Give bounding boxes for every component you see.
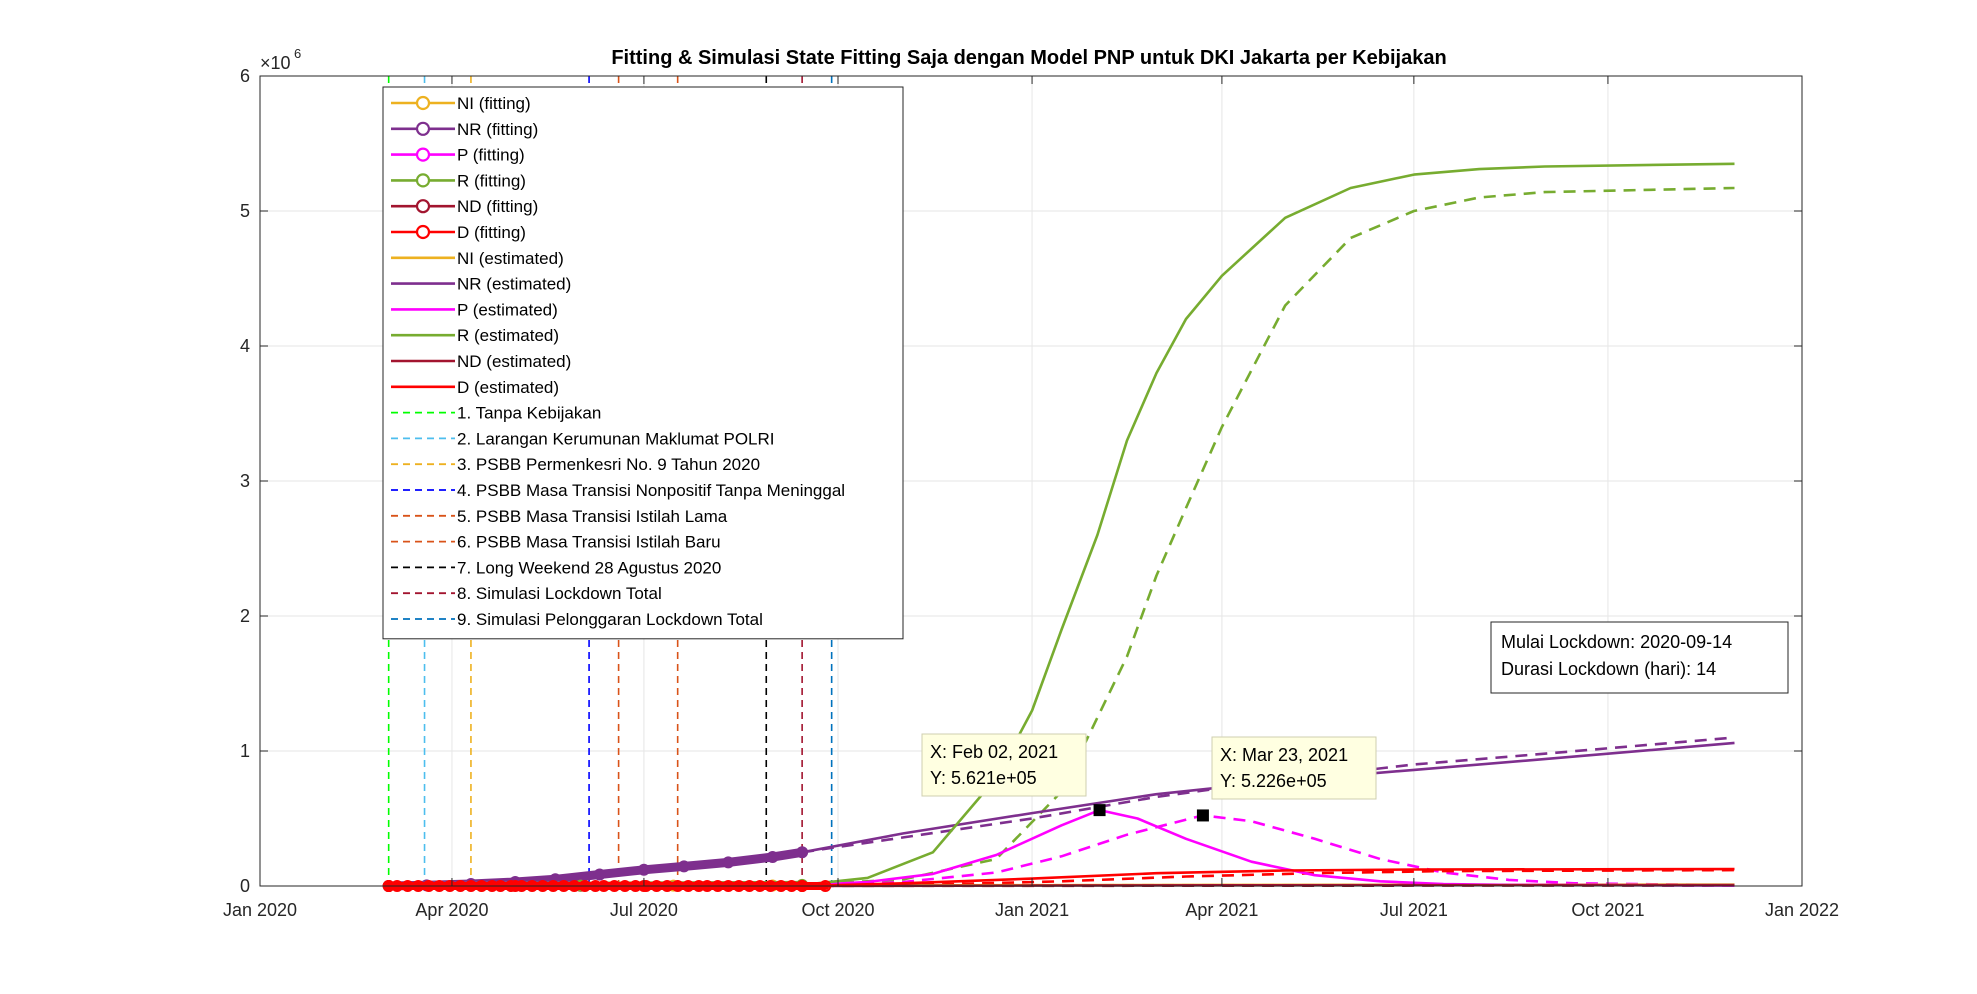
legend-label: NR (estimated) [457, 275, 571, 294]
legend-label: D (estimated) [457, 378, 559, 397]
legend-label: NI (fitting) [457, 94, 531, 113]
y-tick-label: 3 [240, 471, 250, 491]
legend-marker [417, 226, 429, 238]
y-tick-label: 6 [240, 66, 250, 86]
legend-label: 7. Long Weekend 28 Agustus 2020 [457, 558, 721, 577]
y-tick-label: 4 [240, 336, 250, 356]
legend-label: R (estimated) [457, 326, 559, 345]
x-tick-label: Jul 2020 [610, 900, 678, 920]
legend-label: R (fitting) [457, 171, 526, 190]
x-tick-label: Apr 2020 [415, 900, 488, 920]
legend-label: P (estimated) [457, 300, 558, 319]
datatip-marker [1197, 809, 1209, 821]
datatip-x-label: X: Feb 02, 2021 [930, 742, 1058, 762]
legend-marker [417, 149, 429, 161]
legend-marker [417, 123, 429, 135]
annotation-line: Durasi Lockdown (hari): 14 [1501, 659, 1716, 679]
x-tick-label: Apr 2021 [1185, 900, 1258, 920]
datatip-y-label: Y: 5.621e+05 [930, 768, 1037, 788]
legend-label: 6. PSBB Masa Transisi Istilah Baru [457, 533, 721, 552]
legend-label: ND (estimated) [457, 352, 571, 371]
legend-label: ND (fitting) [457, 197, 538, 216]
x-tick-label: Oct 2021 [1571, 900, 1644, 920]
legend-label: 1. Tanpa Kebijakan [457, 404, 601, 423]
annotation-line: Mulai Lockdown: 2020-09-14 [1501, 632, 1732, 652]
legend-label: 2. Larangan Kerumunan Maklumat POLRI [457, 429, 775, 448]
legend-label: P (fitting) [457, 146, 525, 165]
x-tick-label: Jan 2022 [1765, 900, 1839, 920]
x-tick-label: Oct 2020 [801, 900, 874, 920]
chart-title: Fitting & Simulasi State Fitting Saja de… [611, 47, 1446, 69]
legend: NI (fitting) NR (fitting) P (fitting) R (fi… [383, 87, 903, 639]
y-tick-label: 1 [240, 741, 250, 761]
legend-label: 8. Simulasi Lockdown Total [457, 584, 662, 603]
y-tick-label: 0 [240, 876, 250, 896]
legend-label: 3. PSBB Permenkesri No. 9 Tahun 2020 [457, 455, 760, 474]
y-tick-label: 2 [240, 606, 250, 626]
datatip-x-label: X: Mar 23, 2021 [1220, 745, 1348, 765]
legend-marker [417, 200, 429, 212]
x-tick-label: Jan 2020 [223, 900, 297, 920]
legend-label: 9. Simulasi Pelonggaran Lockdown Total [457, 610, 763, 629]
legend-label: NR (fitting) [457, 120, 538, 139]
legend-marker [417, 97, 429, 109]
y-tick-label: 5 [240, 201, 250, 221]
datatip-marker [1094, 804, 1106, 816]
legend-label: D (fitting) [457, 223, 526, 242]
legend-label: 4. PSBB Masa Transisi Nonpositif Tanpa M… [457, 481, 845, 500]
legend-label: NI (estimated) [457, 249, 564, 268]
y-exponent-power: 6 [294, 46, 301, 61]
x-tick-label: Jul 2021 [1380, 900, 1448, 920]
legend-marker [417, 174, 429, 186]
datatip-y-label: Y: 5.226e+05 [1220, 771, 1327, 791]
x-tick-label: Jan 2021 [995, 900, 1069, 920]
y-exponent-base: ×10 [260, 53, 291, 73]
legend-label: 5. PSBB Masa Transisi Istilah Lama [457, 507, 728, 526]
annotation-box: Mulai Lockdown: 2020-09-14 Durasi Lockdow… [1491, 622, 1788, 693]
